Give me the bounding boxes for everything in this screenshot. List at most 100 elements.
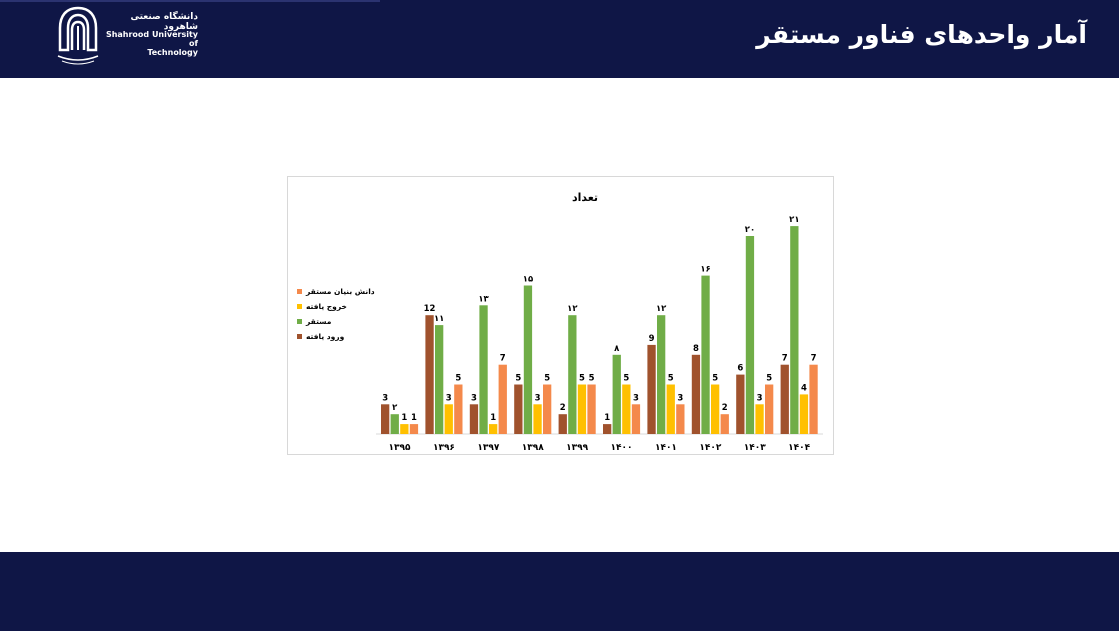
legend-swatch [297,319,302,324]
bar [514,384,523,434]
x-tick-label: ۱۳۹۷ [477,443,499,453]
x-tick-label: ۱۴۰۴ [788,443,810,453]
data-label: 12 [424,304,436,314]
data-label: 3 [757,393,763,403]
legend-label: دانش بنیان مستقر [305,287,375,296]
legend-swatch [297,334,302,339]
bar [444,404,453,434]
bar [622,384,631,434]
data-label: 3 [446,393,452,403]
data-label: 3 [633,393,639,403]
page-title: آمار واحدهای فناور مستقر [756,20,1087,49]
data-label: ۱۱ [434,314,444,324]
bar [533,404,542,434]
data-label: ۲۰ [745,225,755,235]
bar [720,414,729,434]
data-label: 1 [490,413,496,423]
header-accent-line [0,0,380,2]
data-label: 3 [677,393,683,403]
bar [603,424,612,434]
bar [755,404,764,434]
bar [558,414,567,434]
data-label: ۸ [614,344,620,354]
bar [409,424,419,434]
bar [657,315,666,434]
data-label: 5 [712,374,718,384]
chart-container: تعداد 3 ۲ 1 1 ۱۳۹۵ 12 ۱۱ 3 5 ۱۳۹۶ 3 ۱۳ 1 7 ۱۳۹۷ 5 ۱۵ 3 5 ۱۳۹… [287,176,834,455]
data-label: ۱۳ [478,294,489,304]
legend-swatch [297,304,302,309]
data-label: 5 [589,374,595,384]
data-label: 1 [411,413,417,423]
x-tick-label: ۱۳۹۸ [522,443,544,453]
data-label: 5 [623,374,629,384]
x-tick-label: ۱۳۹۵ [389,443,411,453]
data-label: 7 [500,354,506,364]
data-label: 7 [782,354,788,364]
legend-label: مستقر [305,317,332,326]
footer-bar [0,552,1119,631]
data-label: 8 [693,344,699,354]
bar [435,325,444,434]
data-label: ۱۵ [523,275,533,285]
data-label: 5 [579,374,585,384]
header-bar: دانشگاه صنعتی شاهرود Shahrood University… [0,0,1119,78]
bar [543,384,552,434]
x-tick-label: ۱۴۰۱ [655,443,677,453]
data-label: 6 [737,364,743,374]
bar [701,275,710,434]
data-label: 5 [455,374,461,384]
bar [390,414,399,434]
data-label: 1 [401,413,407,423]
x-tick-label: ۱۴۰۳ [744,443,766,453]
data-label: 1 [604,413,610,423]
bar [381,404,390,434]
data-label: 3 [382,393,388,403]
bar [666,384,675,434]
x-tick-label: ۱۳۹۶ [433,443,455,453]
data-label: ۱۶ [700,265,710,275]
data-label: 3 [535,393,541,403]
bar [454,384,463,434]
bar [780,364,789,434]
bar [736,374,745,434]
data-label: 4 [801,383,807,393]
data-label: 5 [668,374,674,384]
bar [676,404,685,434]
university-name-en-line2: Technology [147,48,198,57]
data-label: 5 [766,374,772,384]
data-label: 2 [560,403,566,413]
x-tick-label: ۱۴۰۰ [611,443,633,453]
data-label: 2 [722,403,728,413]
bar [809,364,818,434]
bar [711,384,720,434]
bar [612,354,621,434]
legend-swatch [297,289,302,294]
university-logo-icon [57,6,99,65]
university-name-fa: دانشگاه صنعتی شاهرود [130,12,198,32]
university-name-en-line1: Shahrood University of [105,30,198,48]
legend-label: ورود یافته [306,332,345,341]
bar [631,404,641,434]
data-label: ۲۱ [789,215,799,225]
bar [425,315,434,434]
bar [765,384,774,434]
legend-label: خروج یافته [306,302,347,311]
data-label: 5 [544,374,550,384]
bar [790,226,799,434]
data-label: ۱۲ [567,304,578,314]
data-label: 9 [649,334,655,344]
bar [647,344,656,434]
bar [400,424,409,434]
bar [498,364,507,434]
bar [489,424,498,434]
bar [745,236,755,434]
bar [479,305,488,434]
bar [799,394,809,434]
bar [568,315,577,434]
bar [577,384,587,434]
bar [469,404,479,434]
chart-title: تعداد [572,191,598,204]
data-label: ۲ [392,403,398,413]
